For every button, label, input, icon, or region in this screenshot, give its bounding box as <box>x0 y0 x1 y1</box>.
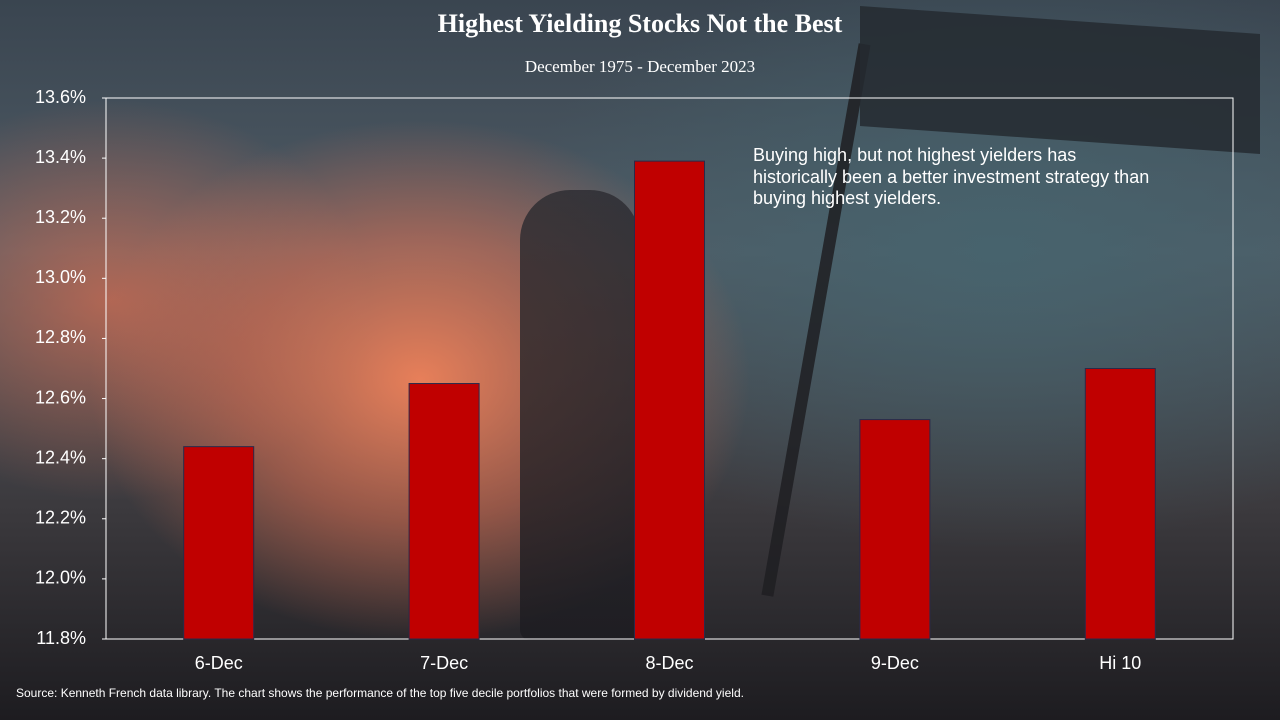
x-tick-label: 7-Dec <box>420 653 468 673</box>
background-figure <box>520 190 640 640</box>
y-tick-label: 12.8% <box>35 327 86 347</box>
x-tick-label: 8-Dec <box>645 653 693 673</box>
y-tick-label: 13.2% <box>35 207 86 227</box>
x-tick-label: 6-Dec <box>195 653 243 673</box>
bar <box>634 160 705 640</box>
annotation: Buying high, but not highest yielders ha… <box>753 145 1150 208</box>
chart-subtitle: December 1975 - December 2023 <box>525 57 755 76</box>
bar <box>408 383 480 640</box>
source-note: Source: Kenneth French data library. The… <box>16 686 744 700</box>
y-tick-label: 12.2% <box>35 508 86 528</box>
y-tick-label: 12.4% <box>35 447 86 467</box>
y-tick-label: 11.8% <box>36 628 86 648</box>
bar <box>859 419 931 640</box>
y-tick-label: 13.6% <box>35 87 86 107</box>
y-tick-label: 13.0% <box>35 267 86 287</box>
bar <box>1084 368 1156 640</box>
x-tick-label: 9-Dec <box>871 653 919 673</box>
x-tick-label: Hi 10 <box>1099 653 1141 673</box>
y-tick-label: 13.4% <box>35 147 86 167</box>
y-tick-label: 12.6% <box>35 387 86 407</box>
bar <box>183 446 255 640</box>
chart-title: Highest Yielding Stocks Not the Best <box>438 9 843 38</box>
y-tick-label: 12.0% <box>35 568 86 588</box>
